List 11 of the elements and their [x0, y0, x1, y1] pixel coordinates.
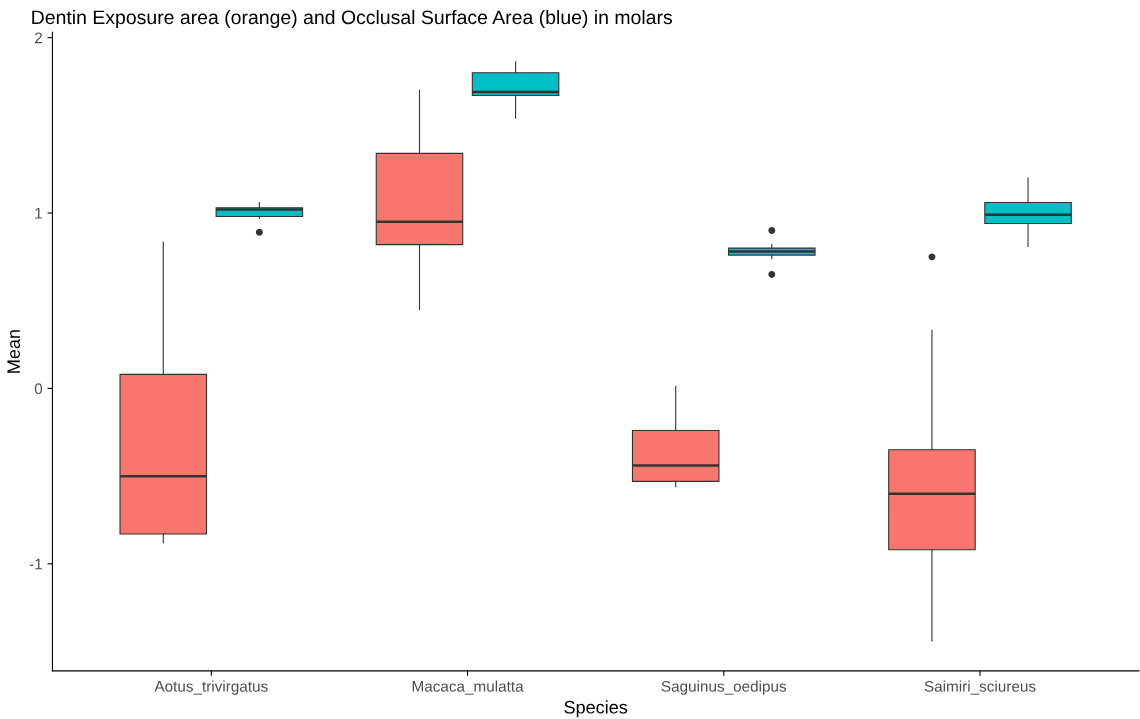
- x-tick-label: Macaca_mulatta: [412, 680, 524, 695]
- x-tick-label: Saguinus_oedipus: [661, 680, 787, 695]
- y-tick-label: 0: [34, 383, 43, 395]
- x-tick-label: Saimiri_sciureus: [924, 680, 1036, 695]
- y-tick-label: 2: [34, 32, 42, 44]
- y-tick-label: 1: [35, 208, 42, 219]
- x-tick-label: Aotus_trivirgatus: [154, 680, 268, 695]
- y-tick-label: -1: [29, 558, 42, 570]
- y-axis-title: Mean: [7, 330, 21, 373]
- x-axis-title: Species: [564, 700, 628, 718]
- chart-title: Dentin Exposure area (orange) and Occlusal Surface Area (blue) in molars: [32, 9, 672, 29]
